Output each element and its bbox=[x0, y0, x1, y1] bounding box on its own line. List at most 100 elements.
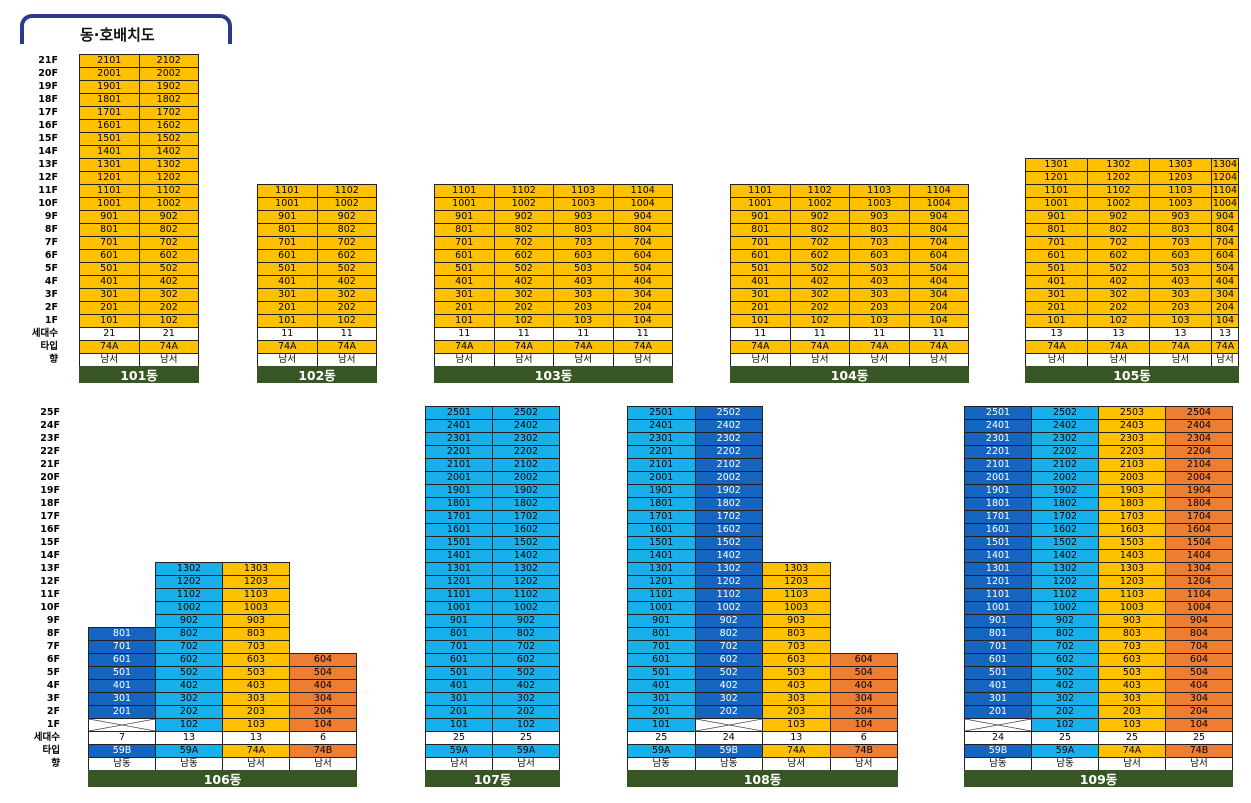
unit-cell: 503 bbox=[222, 666, 290, 680]
unit-cell: 2503 bbox=[1098, 406, 1166, 420]
unit-cell: 902 bbox=[316, 210, 377, 224]
unit-cell: 1404 bbox=[1165, 549, 1233, 563]
unit-cell: 1103 bbox=[1149, 184, 1212, 198]
unit-cell: 503 bbox=[1098, 666, 1166, 680]
unit-cell: 501 bbox=[434, 262, 495, 276]
unit-cell: 1102 bbox=[1031, 588, 1099, 602]
floor-label: 16F bbox=[40, 524, 60, 535]
unit-cell: 302 bbox=[316, 288, 377, 302]
unit-cell: 802 bbox=[316, 223, 377, 237]
unit-cell: 703 bbox=[553, 236, 614, 250]
unit-cell: 2502 bbox=[492, 406, 560, 420]
unit-type: 74A bbox=[762, 744, 831, 758]
unit-cell: 102 bbox=[492, 718, 560, 732]
unit-cell: 2204 bbox=[1165, 445, 1233, 459]
unit-cell: 1301 bbox=[627, 562, 696, 576]
unit-cell: 103 bbox=[1098, 718, 1166, 732]
unit-cell: 1701 bbox=[79, 106, 140, 120]
unit-cell: 2403 bbox=[1098, 419, 1166, 433]
unit-cell: 1001 bbox=[1025, 197, 1088, 211]
unit-cell: 1402 bbox=[1031, 549, 1099, 563]
unit-cell: 1101 bbox=[730, 184, 791, 198]
household-count: 25 bbox=[627, 731, 696, 745]
unit-cell: 504 bbox=[289, 666, 357, 680]
unit-cell: 201 bbox=[1025, 301, 1088, 315]
unit-cell: 2001 bbox=[964, 471, 1032, 485]
unit-cell: 802 bbox=[492, 627, 560, 641]
unit-cell: 1001 bbox=[730, 197, 791, 211]
unit-cell: 2203 bbox=[1098, 445, 1166, 459]
unit-cell: 102 bbox=[155, 718, 223, 732]
household-count: 11 bbox=[849, 327, 910, 341]
unit-cell: 402 bbox=[1087, 275, 1150, 289]
unit-cell: 1502 bbox=[694, 536, 763, 550]
unit-cell: 1602 bbox=[492, 523, 560, 537]
unit-type: 59B bbox=[694, 744, 763, 758]
unit-cell: 101 bbox=[79, 314, 140, 328]
unit-cell: 1302 bbox=[138, 158, 199, 172]
unit-cell: 704 bbox=[1165, 640, 1233, 654]
unit-cell: 604 bbox=[908, 249, 969, 263]
unit-cell: 101 bbox=[627, 718, 696, 732]
unit-cell: 1104 bbox=[1211, 184, 1239, 198]
unit-cell: 502 bbox=[694, 666, 763, 680]
unit-cell: 1502 bbox=[138, 132, 199, 146]
unit-cell: 401 bbox=[434, 275, 495, 289]
row-label-type: 타입 bbox=[42, 745, 60, 756]
unit-cell: 1602 bbox=[1031, 523, 1099, 537]
unit-cell: 101 bbox=[257, 314, 318, 328]
unit-cell: 401 bbox=[964, 679, 1032, 693]
unit-cell: 1402 bbox=[492, 549, 560, 563]
unit-direction: 남서 bbox=[1165, 757, 1233, 771]
unit-cell: 401 bbox=[1025, 275, 1088, 289]
unit-cell: 1001 bbox=[79, 197, 140, 211]
floor-label: 5F bbox=[44, 263, 58, 274]
unit-cell: 202 bbox=[492, 705, 560, 719]
unit-type: 59A bbox=[425, 744, 493, 758]
unit-cell: 1801 bbox=[627, 497, 696, 511]
unit-cell: 902 bbox=[492, 614, 560, 628]
unit-cell: 1002 bbox=[1087, 197, 1150, 211]
unit-cell: 301 bbox=[434, 288, 495, 302]
unit-cell: 403 bbox=[222, 679, 290, 693]
unit-cell: 1303 bbox=[1098, 562, 1166, 576]
unit-cell: 903 bbox=[762, 614, 831, 628]
unit-cell: 502 bbox=[493, 262, 554, 276]
unit-cell: 1002 bbox=[493, 197, 554, 211]
unit-cell: 301 bbox=[627, 692, 696, 706]
floor-label: 1F bbox=[46, 719, 60, 730]
unit-cell: 802 bbox=[694, 627, 763, 641]
floor-label: 25F bbox=[40, 407, 60, 418]
building-name: 103동 bbox=[434, 366, 673, 383]
unit-cell: 1601 bbox=[425, 523, 493, 537]
unit-cell: 302 bbox=[492, 692, 560, 706]
unit-cell: 1604 bbox=[1165, 523, 1233, 537]
building-name: 106동 bbox=[88, 770, 357, 787]
unit-cell: 1303 bbox=[1149, 158, 1212, 172]
unit-cell: 1601 bbox=[964, 523, 1032, 537]
unit-cell: 1701 bbox=[964, 510, 1032, 524]
unit-cell: 2001 bbox=[79, 67, 140, 81]
unit-cell: 601 bbox=[730, 249, 791, 263]
unit-cell: 1104 bbox=[612, 184, 673, 198]
floor-label: 10F bbox=[40, 602, 60, 613]
building-name: 107동 bbox=[425, 770, 560, 787]
unit-cell: 302 bbox=[493, 288, 554, 302]
unit-direction: 남동 bbox=[627, 757, 696, 771]
unit-cell: 401 bbox=[88, 679, 156, 693]
unit-cell: 404 bbox=[1211, 275, 1239, 289]
unit-cell: 1202 bbox=[138, 171, 199, 185]
unit-cell: 104 bbox=[1211, 314, 1239, 328]
unit-cell: 103 bbox=[849, 314, 910, 328]
unit-direction: 남서 bbox=[908, 353, 969, 367]
unit-cell: 402 bbox=[1031, 679, 1099, 693]
unit-cell: 301 bbox=[88, 692, 156, 706]
unit-cell: 301 bbox=[730, 288, 791, 302]
unit-cell: 901 bbox=[79, 210, 140, 224]
household-count: 24 bbox=[964, 731, 1032, 745]
household-count: 24 bbox=[694, 731, 763, 745]
unit-cell: 1001 bbox=[434, 197, 495, 211]
unit-cell: 1503 bbox=[1098, 536, 1166, 550]
unit-cell: 304 bbox=[908, 288, 969, 302]
floor-label: 9F bbox=[46, 615, 60, 626]
